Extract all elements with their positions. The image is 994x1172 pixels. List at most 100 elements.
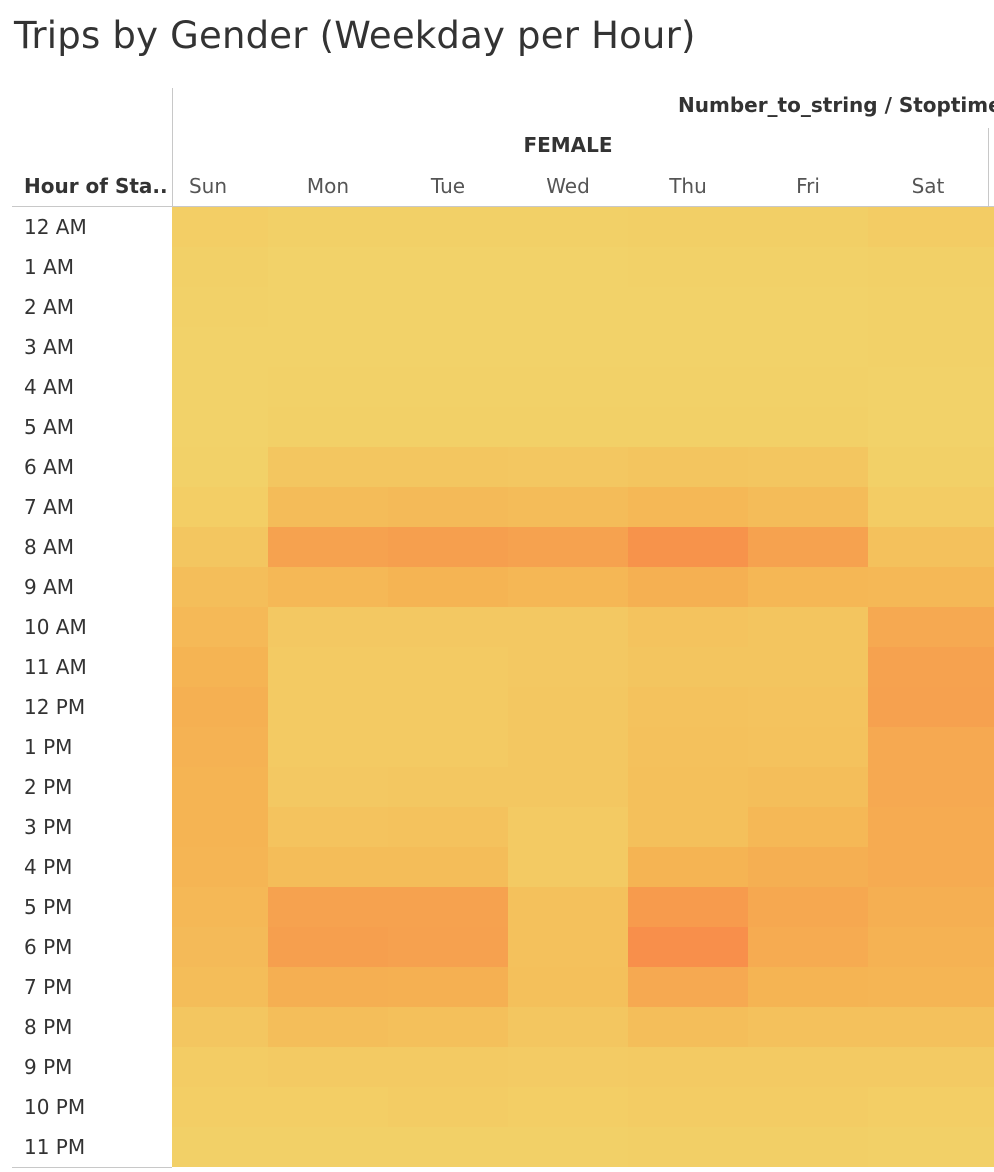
heatmap-cell[interactable]	[172, 487, 268, 527]
heatmap-cell[interactable]	[868, 327, 994, 367]
heatmap-cell[interactable]	[268, 447, 388, 487]
heatmap-cell[interactable]	[508, 527, 628, 567]
heatmap-cell[interactable]	[508, 967, 628, 1007]
heatmap-cell[interactable]	[628, 487, 748, 527]
heatmap-cell[interactable]	[172, 727, 268, 767]
heatmap-cell[interactable]	[508, 207, 628, 247]
heatmap-cell[interactable]	[172, 1087, 268, 1127]
heatmap-cell[interactable]	[268, 1087, 388, 1127]
heatmap-cell[interactable]	[388, 407, 508, 447]
heatmap-cell[interactable]	[748, 487, 868, 527]
heatmap-cell[interactable]	[628, 1127, 748, 1167]
heatmap-cell[interactable]	[748, 1087, 868, 1127]
heatmap-cell[interactable]	[388, 1087, 508, 1127]
heatmap-cell[interactable]	[268, 727, 388, 767]
heatmap-cell[interactable]	[268, 1007, 388, 1047]
heatmap-cell[interactable]	[628, 367, 748, 407]
heatmap-cell[interactable]	[628, 1047, 748, 1087]
heatmap-cell[interactable]	[172, 607, 268, 647]
heatmap-cell[interactable]	[508, 727, 628, 767]
row-field-header[interactable]: Hour of Sta..	[24, 174, 168, 198]
heatmap-cell[interactable]	[868, 1087, 994, 1127]
heatmap-cell[interactable]	[508, 647, 628, 687]
heatmap-cell[interactable]	[868, 287, 994, 327]
heatmap-cell[interactable]	[868, 847, 994, 887]
heatmap-cell[interactable]	[388, 1007, 508, 1047]
heatmap-cell[interactable]	[172, 247, 268, 287]
heatmap-cell[interactable]	[628, 1087, 748, 1127]
heatmap-cell[interactable]	[508, 927, 628, 967]
heatmap-cell[interactable]	[268, 407, 388, 447]
heatmap-cell[interactable]	[172, 807, 268, 847]
heatmap-cell[interactable]	[748, 967, 868, 1007]
heatmap-cell[interactable]	[628, 527, 748, 567]
heatmap-cell[interactable]	[628, 607, 748, 647]
heatmap-cell[interactable]	[508, 847, 628, 887]
heatmap-cell[interactable]	[508, 1087, 628, 1127]
heatmap-cell[interactable]	[748, 847, 868, 887]
heatmap-cell[interactable]	[268, 967, 388, 1007]
heatmap-cell[interactable]	[748, 527, 868, 567]
heatmap-cell[interactable]	[508, 767, 628, 807]
heatmap-cell[interactable]	[388, 247, 508, 287]
heatmap-cell[interactable]	[388, 927, 508, 967]
heatmap-cell[interactable]	[748, 1127, 868, 1167]
heatmap-cell[interactable]	[388, 327, 508, 367]
heatmap-cell[interactable]	[268, 327, 388, 367]
heatmap-cell[interactable]	[508, 567, 628, 607]
heatmap-cell[interactable]	[868, 487, 994, 527]
heatmap-cell[interactable]	[388, 807, 508, 847]
heatmap-cell[interactable]	[628, 647, 748, 687]
heatmap-cell[interactable]	[268, 1127, 388, 1167]
heatmap-cell[interactable]	[268, 367, 388, 407]
heatmap-cell[interactable]	[508, 447, 628, 487]
heatmap-cell[interactable]	[628, 567, 748, 607]
heatmap-cell[interactable]	[508, 407, 628, 447]
heatmap-cell[interactable]	[868, 807, 994, 847]
heatmap-cell[interactable]	[172, 647, 268, 687]
heatmap-cell[interactable]	[172, 927, 268, 967]
heatmap-cell[interactable]	[172, 327, 268, 367]
heatmap-cell[interactable]	[628, 727, 748, 767]
heatmap-cell[interactable]	[388, 607, 508, 647]
heatmap-cell[interactable]	[508, 247, 628, 287]
heatmap-cell[interactable]	[388, 1047, 508, 1087]
heatmap-cell[interactable]	[868, 1007, 994, 1047]
heatmap-cell[interactable]	[508, 807, 628, 847]
heatmap-cell[interactable]	[268, 247, 388, 287]
heatmap-cell[interactable]	[628, 287, 748, 327]
heatmap-cell[interactable]	[268, 1047, 388, 1087]
heatmap-cell[interactable]	[508, 1007, 628, 1047]
heatmap-cell[interactable]	[388, 887, 508, 927]
heatmap-cell[interactable]	[628, 847, 748, 887]
heatmap-cell[interactable]	[748, 207, 868, 247]
heatmap-cell[interactable]	[388, 207, 508, 247]
heatmap-cell[interactable]	[268, 767, 388, 807]
heatmap-cell[interactable]	[868, 1127, 994, 1167]
heatmap-cell[interactable]	[172, 367, 268, 407]
heatmap-cell[interactable]	[868, 407, 994, 447]
heatmap-cell[interactable]	[388, 567, 508, 607]
heatmap-cell[interactable]	[748, 247, 868, 287]
heatmap-cell[interactable]	[172, 527, 268, 567]
heatmap-cell[interactable]	[748, 287, 868, 327]
heatmap-cell[interactable]	[868, 367, 994, 407]
heatmap-cell[interactable]	[748, 607, 868, 647]
heatmap-cell[interactable]	[628, 927, 748, 967]
heatmap-cell[interactable]	[748, 767, 868, 807]
heatmap-cell[interactable]	[172, 767, 268, 807]
heatmap-cell[interactable]	[172, 447, 268, 487]
heatmap-cell[interactable]	[268, 487, 388, 527]
heatmap-cell[interactable]	[748, 647, 868, 687]
heatmap-cell[interactable]	[868, 727, 994, 767]
heatmap-cell[interactable]	[748, 727, 868, 767]
heatmap-cell[interactable]	[388, 287, 508, 327]
heatmap-cell[interactable]	[868, 887, 994, 927]
heatmap-cell[interactable]	[868, 767, 994, 807]
heatmap-cell[interactable]	[868, 647, 994, 687]
heatmap-cell[interactable]	[508, 607, 628, 647]
heatmap-cell[interactable]	[748, 567, 868, 607]
heatmap-cell[interactable]	[868, 447, 994, 487]
heatmap-cell[interactable]	[748, 407, 868, 447]
heatmap-cell[interactable]	[628, 407, 748, 447]
